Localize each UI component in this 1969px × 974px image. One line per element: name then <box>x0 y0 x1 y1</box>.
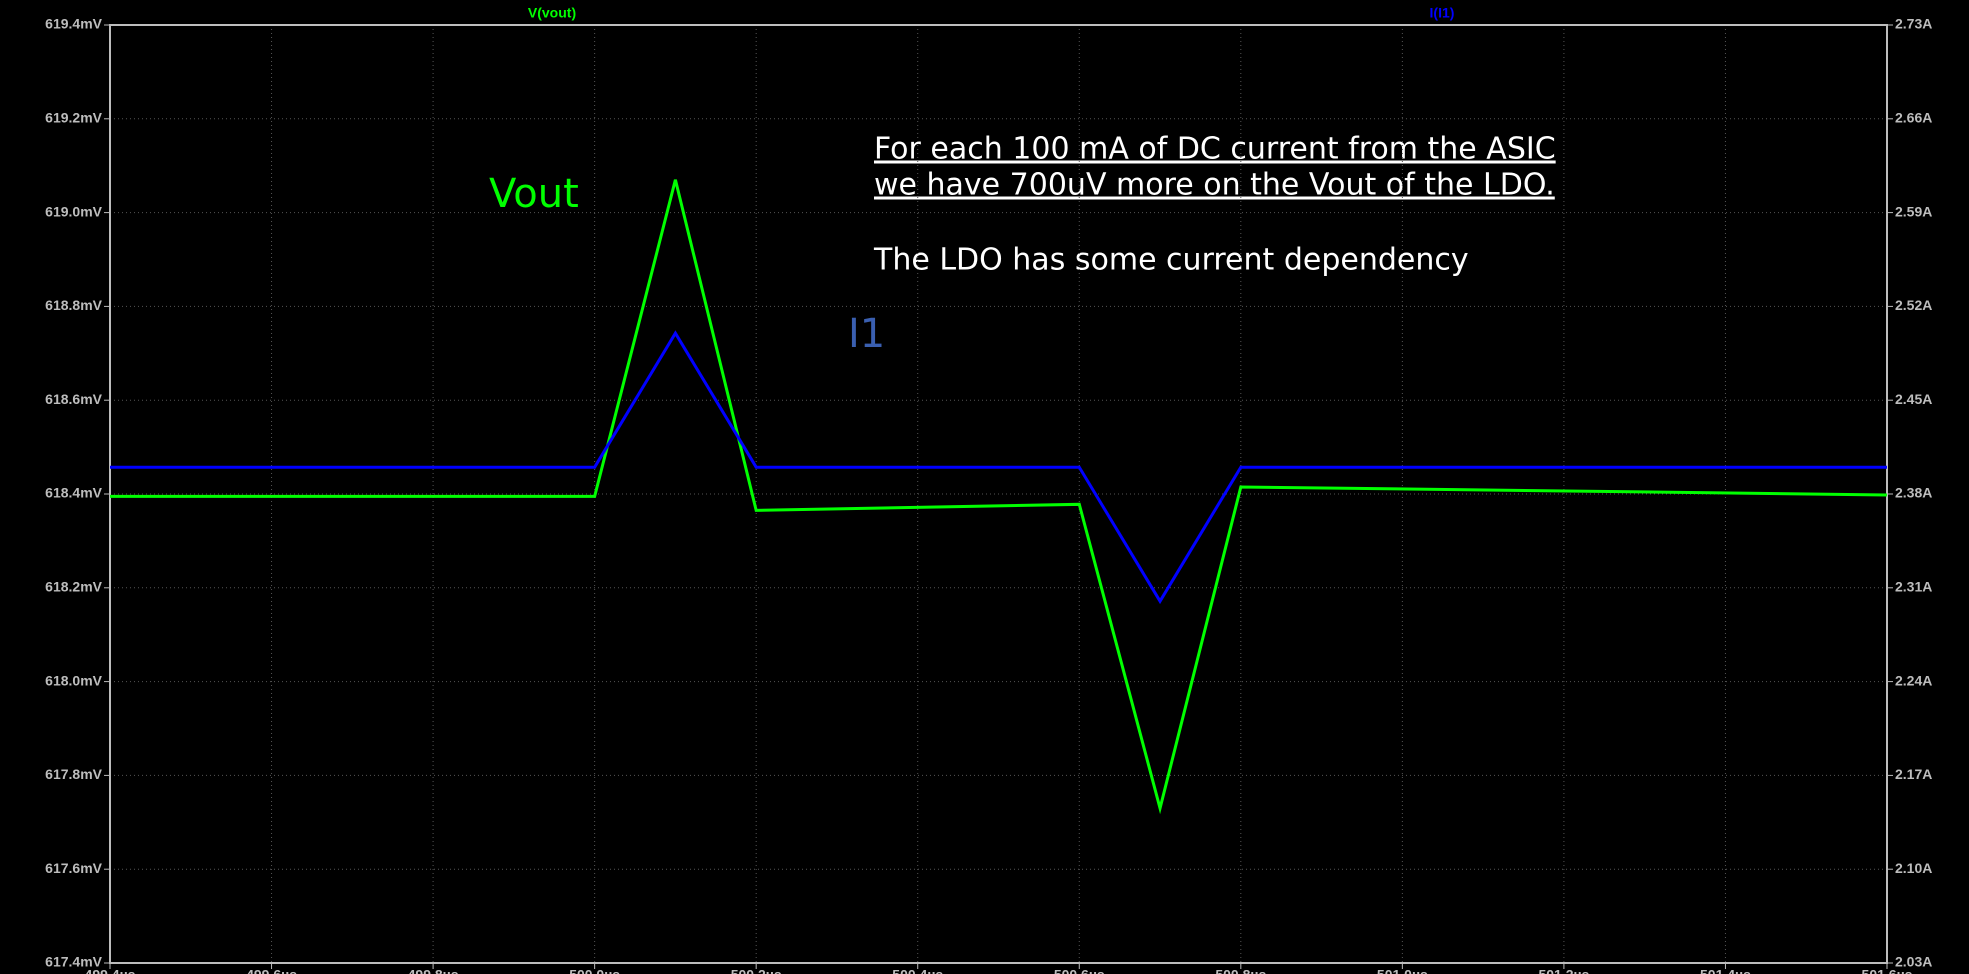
x-tick-label: 500.8µs <box>1215 967 1266 974</box>
y2-tick-label: 2.03A <box>1895 954 1932 970</box>
y2-tick-label: 2.66A <box>1895 110 1932 126</box>
y-tick-label: 617.4mV <box>45 954 102 970</box>
x-tick-label: 500.4µs <box>892 967 943 974</box>
y-tick-label: 619.4mV <box>45 16 102 32</box>
annotation: I1 <box>848 311 885 357</box>
x-tick-label: 500.0µs <box>569 967 620 974</box>
y-tick-label: 618.8mV <box>45 297 102 313</box>
annotation: For each 100 mA of DC current from the A… <box>874 132 1556 167</box>
x-tick-label: 501.2µs <box>1538 967 1589 974</box>
y2-tick-label: 2.59A <box>1895 203 1932 219</box>
x-tick-label: 501.4µs <box>1700 967 1751 974</box>
annotation: Vout <box>489 171 579 217</box>
legend-entry: V(vout) <box>528 5 576 21</box>
y2-tick-label: 2.31A <box>1895 579 1932 595</box>
x-tick-label: 501.6µs <box>1862 967 1913 974</box>
x-tick-label: 500.6µs <box>1054 967 1105 974</box>
y-tick-label: 618.4mV <box>45 485 102 501</box>
y-tick-label: 617.8mV <box>45 766 102 782</box>
x-tick-label: 501.0µs <box>1377 967 1428 974</box>
y2-tick-label: 2.73A <box>1895 16 1932 32</box>
y2-tick-label: 2.17A <box>1895 766 1932 782</box>
y2-tick-label: 2.24A <box>1895 672 1932 688</box>
y-tick-label: 618.6mV <box>45 391 102 407</box>
y-tick-label: 619.2mV <box>45 110 102 126</box>
series-line <box>110 330 1887 605</box>
y-tick-label: 619.0mV <box>45 203 102 219</box>
legend-entry: I(I1) <box>1430 5 1455 21</box>
y-tick-label: 618.0mV <box>45 672 102 688</box>
x-tick-label: 500.2µs <box>731 967 782 974</box>
y-tick-label: 618.2mV <box>45 579 102 595</box>
x-tick-label: 499.4µs <box>85 967 136 974</box>
y2-tick-label: 2.45A <box>1895 391 1932 407</box>
y2-tick-label: 2.52A <box>1895 297 1932 313</box>
y2-tick-label: 2.10A <box>1895 860 1932 876</box>
annotation: The LDO has some current dependency <box>873 243 1469 278</box>
y2-tick-label: 2.38A <box>1895 485 1932 501</box>
annotation: we have 700uV more on the Vout of the LD… <box>874 168 1555 203</box>
x-tick-label: 499.6µs <box>246 967 297 974</box>
x-tick-label: 499.8µs <box>408 967 459 974</box>
y-tick-label: 617.6mV <box>45 860 102 876</box>
